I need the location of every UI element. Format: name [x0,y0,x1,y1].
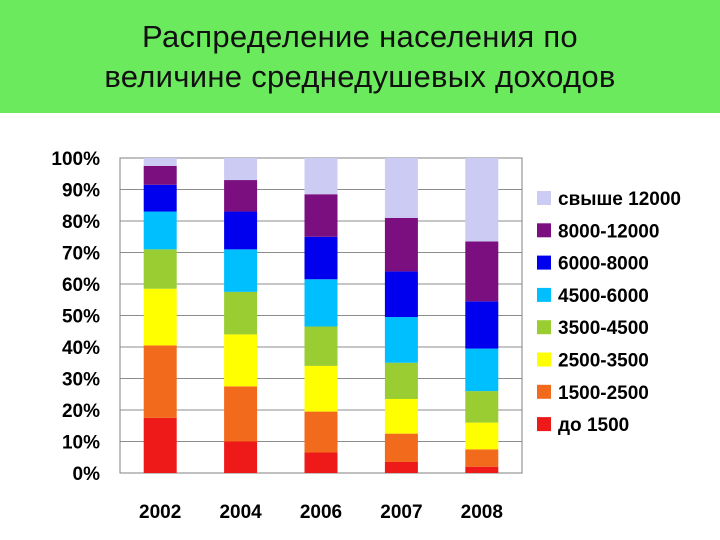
bar-segment [465,466,499,473]
bar-segment [143,345,177,418]
bar-segment [465,158,499,242]
bar-segment [143,211,177,250]
legend-label: до 1500 [558,415,629,436]
bar-segment [384,398,418,434]
legend-label: 1500-2500 [558,383,649,404]
y-tick-label: 20% [62,401,100,422]
x-tick-label: 2006 [300,502,342,523]
bar-segment [304,236,338,280]
y-tick-label: 80% [62,212,100,233]
legend-swatch [537,255,551,270]
legend-swatch [537,384,551,399]
bar-segment [304,411,338,453]
title-line-1: Распределение населения по [142,18,578,54]
bar-segment [224,291,258,335]
bar-segment [384,362,418,399]
y-tick-label: 0% [73,464,101,485]
y-tick-label: 60% [62,275,100,296]
bar-segment [143,417,177,473]
bar-segment [384,271,418,318]
legend-label: 8000-12000 [558,221,659,242]
bar-segment [143,158,177,166]
legend-label: 4500-6000 [558,286,649,307]
y-tick-label: 90% [62,181,100,202]
stacked-bar-chart: 0% 10% 20% 30% 40% 50% 60% 70% 80% 90% 100% 2002 200… [51,149,681,523]
y-tick-label: 40% [62,338,100,359]
bar-segment [224,441,258,473]
bar-segment [384,461,418,473]
bar-segment [224,180,258,212]
bar-segment [304,326,338,366]
bar-segment [384,158,418,218]
bar-segment [384,217,418,272]
bar-segment [465,301,499,349]
legend-label: 6000-8000 [558,254,649,275]
bar-segment [465,348,499,392]
x-tick-label: 2008 [461,502,503,523]
legend-swatch [537,223,551,238]
y-tick-label: 30% [62,370,100,391]
y-tick-label: 10% [62,433,100,454]
bar-segment [224,334,258,387]
bar-segment [224,249,258,292]
bar-segment [304,279,338,327]
legend-swatch [537,320,551,335]
bar-segment [143,249,177,289]
bar-segment [384,433,418,462]
y-tick-label: 50% [62,307,100,328]
bar-segment [304,158,338,195]
x-tick-label: 2004 [219,502,262,523]
bar-segment [224,158,258,181]
y-tick-label: 70% [62,244,100,265]
bar-segment [304,194,338,237]
legend-swatch [537,417,551,432]
bar-segment [465,391,499,423]
legend-swatch [537,352,551,367]
x-tick-label: 2002 [139,502,181,523]
bar-segment [143,165,177,185]
legend-label: 2500-3500 [558,351,649,372]
legend-swatch [537,287,551,302]
bar-segment [465,422,499,450]
bar-segment [384,317,418,363]
legend-label: свыше 12000 [558,189,681,210]
x-tick-label: 2007 [380,502,422,523]
bar-segment [304,452,338,473]
title-bar: Распределение населения по величине сред… [0,0,720,113]
bar-segment [224,211,258,250]
bar-segment [304,365,338,412]
y-tick-label: 100% [51,149,100,170]
title-line-2: величине среднедушевых доходов [104,58,616,94]
legend-label: 3500-4500 [558,318,649,339]
bar-segment [465,449,499,467]
bar-segment [143,184,177,212]
bar-segment [465,241,499,302]
bar-segment [143,288,177,346]
legend-swatch [537,191,551,205]
bar-segment [224,386,258,442]
